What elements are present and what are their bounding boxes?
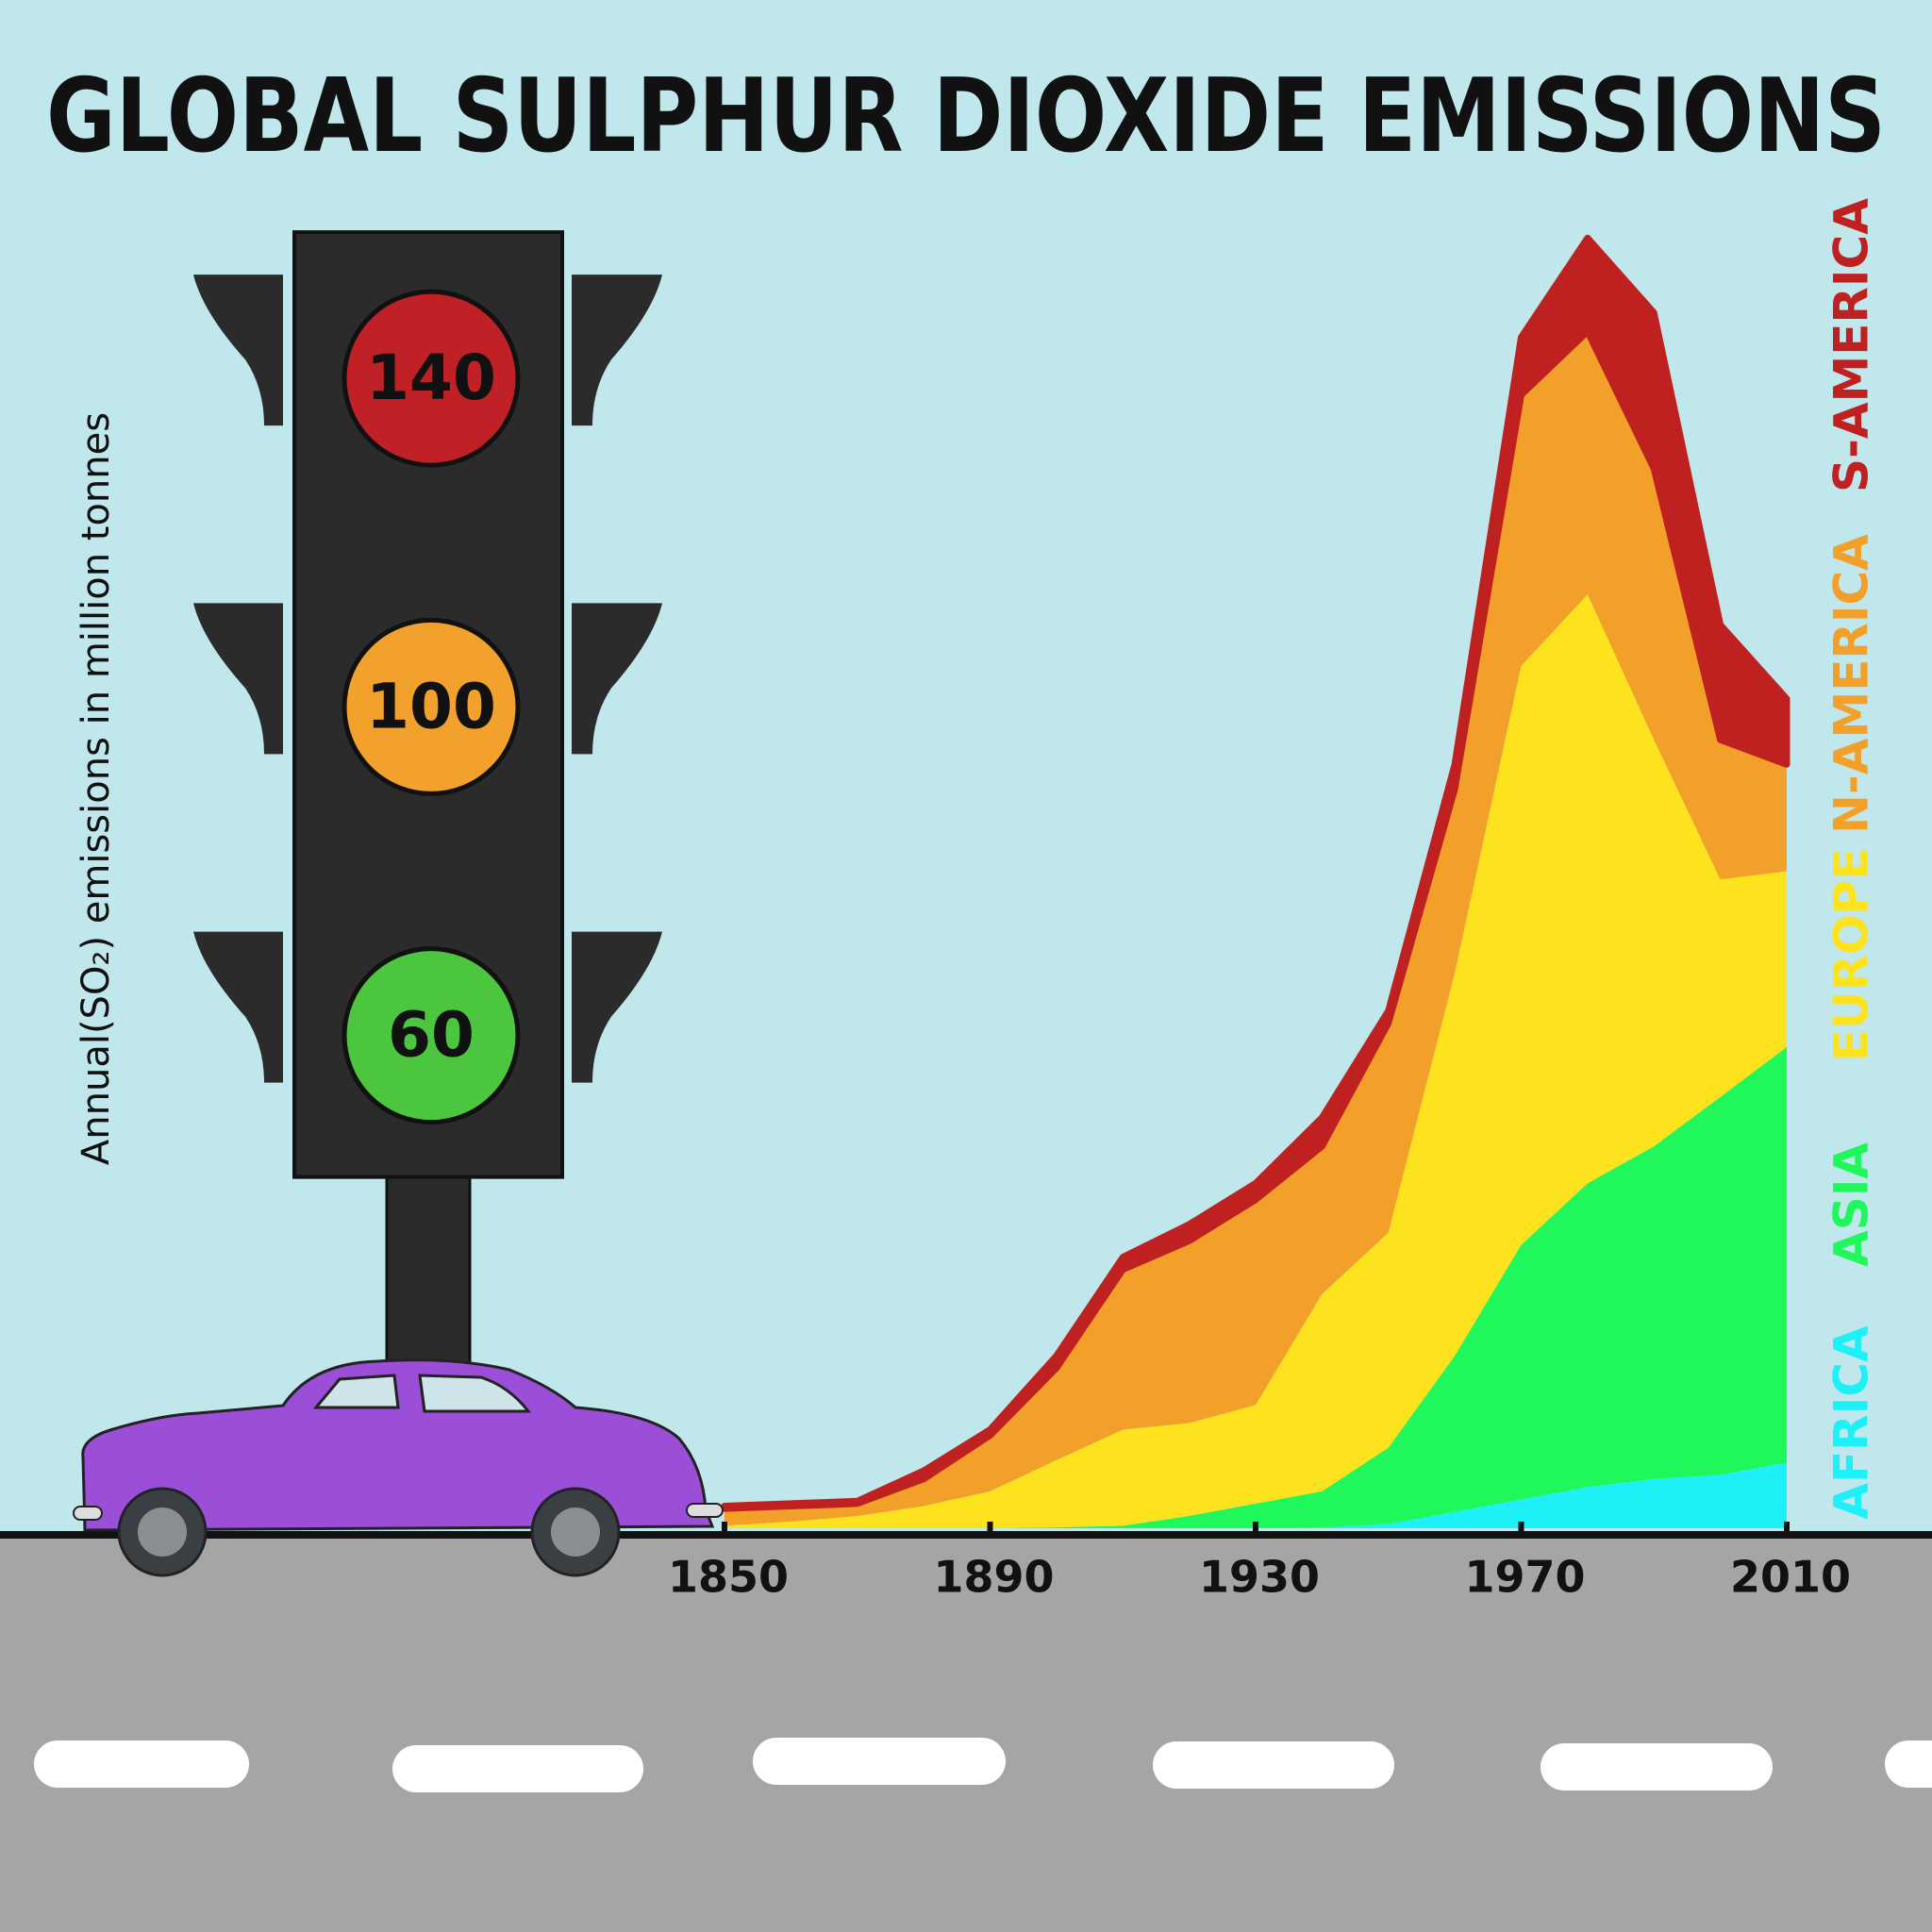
car-window <box>418 1374 532 1413</box>
area <box>724 594 1787 1528</box>
light-flap <box>193 603 283 755</box>
y-tick-light <box>341 289 521 468</box>
legend-label: N-AMERICA <box>1824 534 1879 834</box>
light-pole <box>385 1175 472 1370</box>
legend-label: ASIA <box>1824 1142 1879 1267</box>
y-tick-label: 100 <box>366 670 496 742</box>
light-flap <box>572 931 662 1083</box>
x-tick-label: 1970 <box>1464 1552 1585 1603</box>
y-tick-light <box>341 617 521 796</box>
car-hub <box>551 1507 600 1557</box>
area <box>724 1462 1787 1528</box>
area <box>724 331 1787 1526</box>
car-bumper <box>686 1503 724 1518</box>
y-axis-label: Annual(SO₂) emissions in million tonnes <box>75 412 118 1165</box>
legend-label: S-AMERICA <box>1824 198 1879 492</box>
x-tick-label: 1890 <box>933 1552 1054 1603</box>
areas <box>721 234 1790 1528</box>
traffic-light: 60 100 140 <box>193 230 662 1370</box>
road-dash <box>753 1738 1006 1785</box>
legend-label: EUROPE <box>1824 848 1879 1062</box>
car-bumper <box>73 1506 103 1521</box>
x-tick-label: 1850 <box>668 1552 789 1603</box>
area <box>721 234 1790 1512</box>
light-flap <box>193 275 283 426</box>
y-tick-label: 140 <box>366 341 496 414</box>
road-dash <box>34 1740 249 1788</box>
road <box>0 1533 1932 1932</box>
light-flap <box>572 275 662 426</box>
road-dashes <box>34 1738 1932 1792</box>
legend-label: AFRICA <box>1824 1325 1879 1520</box>
y-tick-label: 60 <box>388 999 475 1072</box>
car <box>73 1358 724 1577</box>
road-dash <box>392 1745 643 1792</box>
road-dash <box>1153 1741 1394 1789</box>
road-dash <box>1541 1743 1773 1790</box>
x-tick-label: 2010 <box>1730 1552 1851 1603</box>
y-tick-light <box>341 946 521 1125</box>
car-hub <box>138 1507 187 1557</box>
area <box>724 1046 1787 1528</box>
x-tick-label: 1930 <box>1199 1552 1320 1603</box>
car-body <box>81 1358 715 1532</box>
light-flap <box>572 603 662 755</box>
car-window <box>312 1374 400 1409</box>
chart-title: GLOBAL SULPHUR DIOXIDE EMISSIONS <box>46 58 1886 175</box>
light-flap <box>193 931 283 1083</box>
road-dash <box>1885 1740 1932 1788</box>
